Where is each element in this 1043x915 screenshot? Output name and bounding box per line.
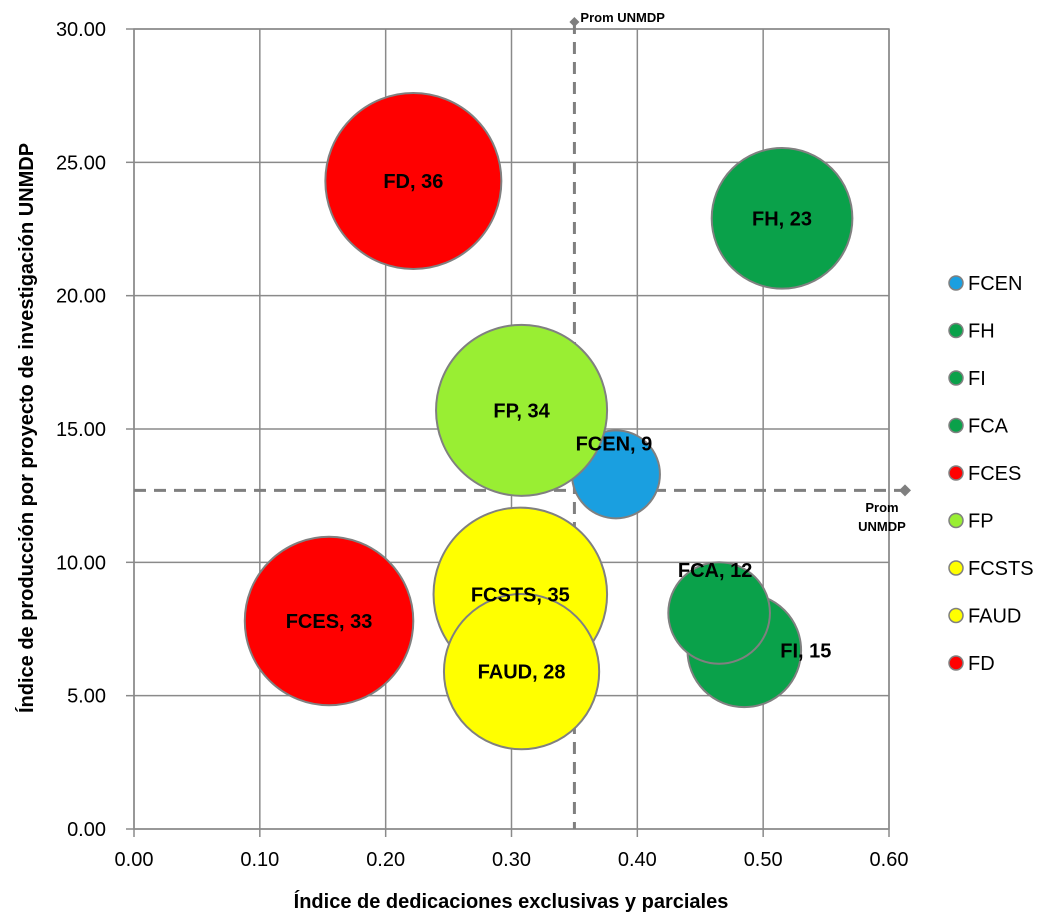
legend-label-fd: FD bbox=[968, 653, 995, 675]
legend-marker-fcen bbox=[948, 275, 964, 291]
y-axis-title: Índice de producción por proyecto de inv… bbox=[15, 143, 38, 713]
x-axis-title: Índice de dedicaciones exclusivas y parc… bbox=[294, 890, 729, 913]
legend-marker-fca bbox=[948, 417, 964, 434]
bubble-label-fd: FD, 36 bbox=[383, 171, 443, 193]
bubble-fca bbox=[667, 561, 771, 665]
y-tick-label: 25.00 bbox=[56, 152, 106, 174]
bubble-label-fcen: FCEN, 9 bbox=[576, 433, 653, 455]
legend-marker-fd bbox=[948, 655, 964, 671]
x-tick-label: 0.60 bbox=[870, 849, 909, 871]
x-tick-label: 0.30 bbox=[492, 849, 531, 871]
vertical-reference-marker bbox=[569, 17, 580, 27]
y-tick-label: 20.00 bbox=[56, 286, 106, 308]
legend-marker-fh bbox=[948, 322, 964, 339]
legend-marker-faud bbox=[948, 607, 964, 624]
legend-marker-fp bbox=[948, 512, 964, 529]
bubble-fh bbox=[710, 146, 854, 290]
legend-marker-fces bbox=[948, 465, 964, 481]
x-tick-label: 0.10 bbox=[240, 849, 279, 871]
tick-labels: 0.00 0.10 0.20 0.30 0.40 0.50 0.60 0.00 5.00 10.0… bbox=[56, 19, 909, 871]
bubbles: FCEN, 9 FH, 23 FI, 15 FCA, 12 FCES, 33 FP, 34… bbox=[243, 92, 854, 751]
y-tick-label: 0.00 bbox=[67, 819, 106, 841]
bubble-label-fh: FH, 23 bbox=[752, 208, 812, 230]
legend-label-fcen: FCEN bbox=[968, 273, 1022, 295]
legend-label-fcsts: FCSTS bbox=[968, 558, 1034, 580]
legend-label-fca: FCA bbox=[968, 416, 1009, 438]
y-tick-label: 5.00 bbox=[67, 686, 106, 708]
horizontal-reference-label-line2: UNMDP bbox=[858, 519, 906, 534]
legend-label-fh: FH bbox=[968, 321, 995, 343]
legend-label-fces: FCES bbox=[968, 463, 1021, 485]
bubble-fd bbox=[324, 92, 503, 270]
legend-marker-fcsts bbox=[948, 560, 964, 576]
y-tick-label: 15.00 bbox=[56, 419, 106, 441]
bubble-fces bbox=[243, 535, 415, 707]
vertical-reference-label: Prom UNMDP bbox=[580, 10, 665, 25]
x-tick-label: 0.00 bbox=[115, 849, 154, 871]
reference-labels: Prom UNMDP Prom UNMDP bbox=[580, 10, 906, 534]
bubble-fp bbox=[435, 323, 609, 497]
legend-label-fi: FI bbox=[968, 368, 986, 390]
legend-label-faud: FAUD bbox=[968, 606, 1021, 628]
horizontal-reference-label-line1: Prom bbox=[865, 500, 898, 515]
bubble-label-faud: FAUD, 28 bbox=[478, 662, 566, 684]
bubble-label-fcsts: FCSTS, 35 bbox=[471, 584, 570, 606]
x-tick-label: 0.50 bbox=[744, 849, 783, 871]
bubble-label-fi: FI, 15 bbox=[780, 640, 831, 662]
bubble-label-fca: FCA, 12 bbox=[678, 560, 752, 582]
legend: FCEN FH FI FCA FCES FP FCSTS FAUD FD bbox=[948, 273, 1034, 675]
plot-border bbox=[133, 28, 890, 830]
legend-marker-fi bbox=[948, 370, 964, 386]
bubble-label-fces: FCES, 33 bbox=[286, 611, 373, 633]
x-tick-label: 0.20 bbox=[366, 849, 405, 871]
legend-label-fp: FP bbox=[968, 511, 994, 533]
y-tick-label: 30.00 bbox=[56, 19, 106, 41]
x-tick-label: 0.40 bbox=[618, 849, 657, 871]
horizontal-reference-marker bbox=[899, 484, 911, 497]
y-tick-label: 10.00 bbox=[56, 552, 106, 574]
bubble-faud bbox=[442, 593, 601, 751]
bubble-label-fp: FP, 34 bbox=[493, 400, 550, 422]
